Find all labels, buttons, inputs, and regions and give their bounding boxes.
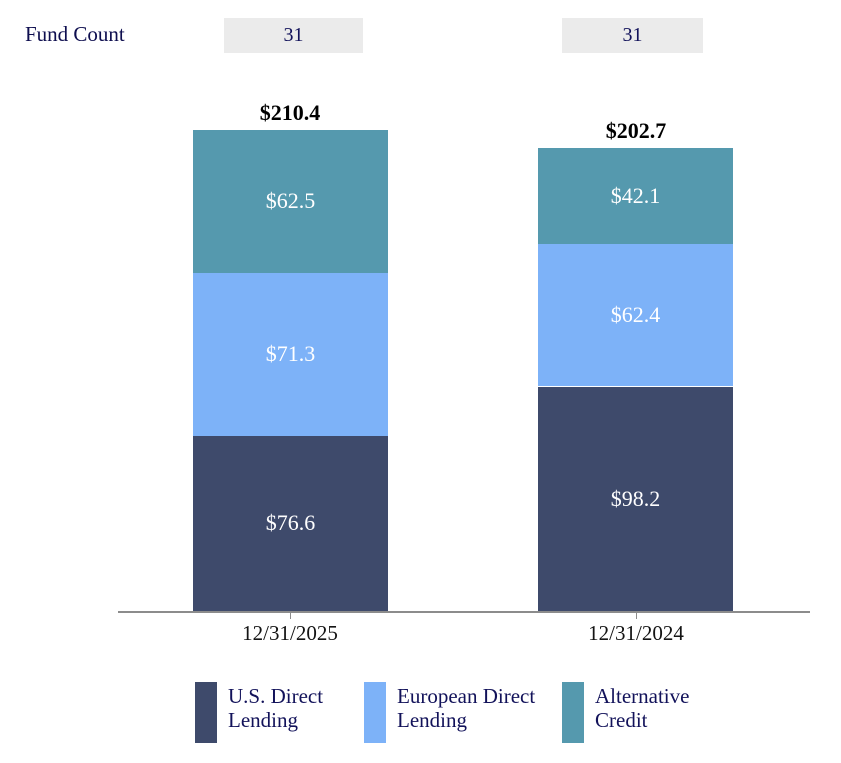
legend-swatch-us-direct-lending [195, 682, 217, 743]
x-axis-line [118, 611, 810, 613]
legend-label-line: Lending [397, 708, 467, 732]
bar-segment-u-s-direct-lending: $76.6 [193, 435, 388, 611]
legend-label-line: European Direct [397, 684, 536, 708]
legend-label-alternative-credit: Alternative Credit [595, 682, 689, 732]
legend-label-line: Lending [228, 708, 298, 732]
legend-label-line: Credit [595, 708, 648, 732]
bar-segment-european-direct-lending: $62.4 [538, 243, 733, 387]
legend-label-us-direct-lending: U.S. Direct Lending [228, 682, 323, 732]
x-axis-tick-2025 [290, 613, 291, 619]
x-axis-label-2024: 12/31/2024 [588, 621, 684, 645]
segment-value-label: $62.4 [610, 302, 661, 328]
bar-segment-u-s-direct-lending: $98.2 [538, 386, 733, 611]
x-axis-label-2025: 12/31/2025 [242, 621, 338, 645]
legend-label-european-direct-lending: European Direct Lending [397, 682, 535, 732]
legend-swatch-european-direct-lending [364, 682, 386, 743]
fund-count-box-2025: 31 [224, 18, 363, 53]
fund-count-label: Fund Count [25, 22, 125, 46]
segment-value-label: $42.1 [610, 182, 661, 208]
x-axis-tick-2024 [636, 613, 637, 619]
bar-segment-alternative-credit: $62.5 [193, 130, 388, 273]
legend-entry-us-direct-lending: U.S. Direct Lending [195, 682, 323, 743]
legend-entry-alternative-credit: Alternative Credit [562, 682, 689, 743]
bar-total-label: $210.4 [259, 100, 321, 125]
fund-count-box-2024: 31 [562, 18, 703, 53]
segment-value-label: $76.6 [265, 510, 316, 536]
fund-count-value-2024: 31 [622, 24, 643, 46]
segment-value-label: $71.3 [265, 341, 316, 367]
legend-swatch-alternative-credit [562, 682, 584, 743]
bar-segment-alternative-credit: $42.1 [538, 147, 733, 244]
segment-value-label: $62.5 [265, 188, 316, 214]
legend-entry-european-direct-lending: European Direct Lending [364, 682, 535, 743]
bar-segment-european-direct-lending: $71.3 [193, 272, 388, 436]
fund-count-value-2025: 31 [283, 24, 304, 46]
segment-value-label: $98.2 [610, 485, 661, 511]
bar-total-label: $202.7 [605, 117, 667, 143]
legend-label-line: U.S. Direct [228, 684, 324, 708]
legend-label-line: Alternative [595, 684, 690, 708]
